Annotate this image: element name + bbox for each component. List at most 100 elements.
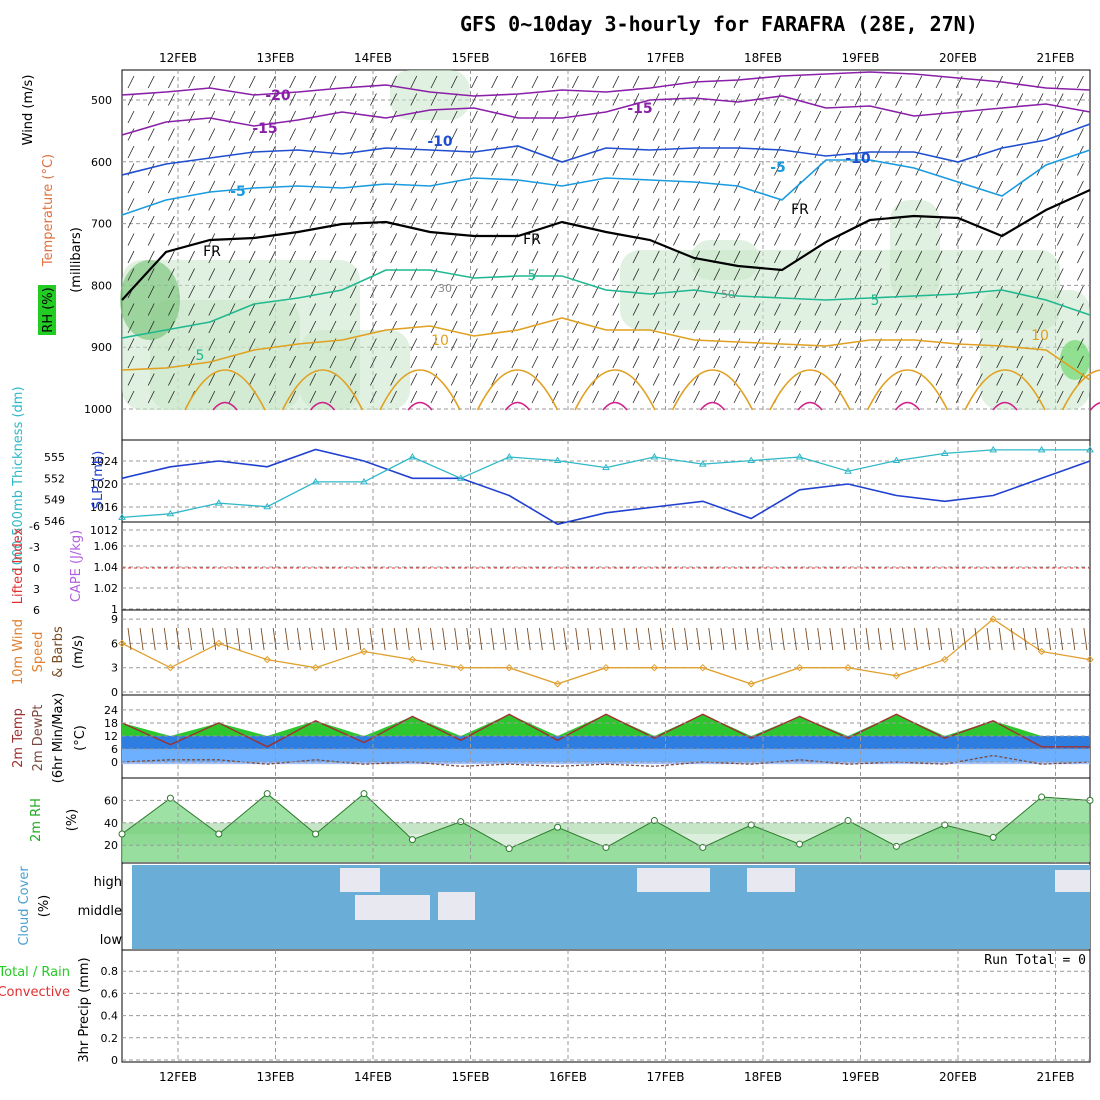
- wind-barb: [814, 75, 822, 89]
- wind-barb: [450, 250, 458, 264]
- precip-tick: 0.6: [101, 987, 119, 1000]
- wind-barb: [248, 268, 256, 281]
- wind-barb: [147, 128, 155, 141]
- date-label-bottom: 12FEB: [159, 1070, 197, 1084]
- isotherm-line: [121, 317, 1091, 381]
- wind-barb: [551, 250, 559, 264]
- wind-barb: [208, 198, 216, 211]
- wind-barb: [450, 338, 458, 351]
- label-cloud-units: (%): [37, 895, 52, 918]
- wind-barb: [572, 250, 579, 264]
- wind-barb: [551, 355, 559, 369]
- wind-barb: [794, 303, 801, 316]
- wind-barb: [632, 145, 640, 159]
- wind-barb: [511, 180, 519, 194]
- wind-barb: [632, 128, 640, 141]
- wind-barb-10m: [490, 627, 495, 651]
- rh-legend-swatch: [38, 285, 56, 335]
- wind-barb: [774, 250, 781, 264]
- cloud-block: [355, 895, 430, 920]
- thickness-marker: [892, 456, 901, 464]
- wind-barb: [168, 145, 175, 159]
- wind-barb: [814, 390, 822, 404]
- wind-barb: [450, 163, 458, 176]
- wind-barb: [774, 75, 781, 89]
- wind-barb: [309, 303, 317, 316]
- wind-barb: [895, 268, 902, 281]
- wind-barb: [511, 250, 519, 264]
- wind-barb: [370, 355, 377, 369]
- wind-barb: [349, 338, 357, 351]
- wind-barb: [269, 75, 276, 89]
- wind-barb-10m: [551, 627, 555, 651]
- wind-barb: [147, 110, 155, 124]
- wind-barb: [1056, 215, 1064, 229]
- wind-barb: [673, 390, 680, 404]
- rh-shading: [890, 200, 940, 300]
- wind-barb-10m: [381, 627, 386, 651]
- wind-barb: [834, 163, 842, 176]
- wind-barb: [693, 128, 700, 141]
- wind-barb: [572, 268, 579, 281]
- wind-barb: [955, 110, 963, 124]
- wind-barb: [632, 163, 640, 176]
- wind-speed-line: [121, 618, 1091, 685]
- wind-barb: [875, 198, 882, 211]
- rh-marker: [747, 821, 755, 829]
- label-cape: CAPE (J/kg): [69, 530, 84, 602]
- wind-tick: 6: [111, 637, 118, 650]
- wind-barb: [592, 180, 599, 194]
- wind-barb: [430, 93, 438, 106]
- wind-barb: [430, 250, 438, 264]
- wind-barb: [269, 163, 276, 176]
- wind-barb: [774, 198, 781, 211]
- wind-barb: [935, 128, 943, 141]
- wind-barb: [895, 355, 902, 369]
- wind-barb: [1056, 180, 1064, 194]
- wind-barb: [673, 180, 680, 194]
- wind-barb: [814, 93, 822, 106]
- cloud-block: [340, 868, 380, 892]
- wind-barb: [935, 285, 943, 299]
- wind-barb: [875, 233, 882, 246]
- li-tick: -3: [29, 541, 40, 554]
- wind-barb: [1077, 75, 1084, 89]
- wind-barb: [713, 355, 721, 369]
- wind-barb: [1077, 390, 1084, 404]
- wind-barb: [854, 390, 862, 404]
- wind-barb: [1016, 250, 1024, 264]
- wind-barb: [753, 233, 761, 246]
- wind-barb: [430, 338, 438, 351]
- wind-barb: [370, 93, 377, 106]
- wind-barb: [854, 268, 862, 281]
- wind-barb: [1056, 250, 1064, 264]
- wind-barb: [410, 390, 418, 404]
- wind-barb: [208, 390, 216, 404]
- wind-barb: [955, 285, 963, 299]
- wind-barb: [814, 355, 822, 369]
- wind-barb: [652, 145, 660, 159]
- wind-barb: [1077, 268, 1084, 281]
- wind-barb-10m: [684, 627, 689, 651]
- wind-barb: [289, 215, 296, 229]
- wind-barb: [531, 110, 539, 124]
- wind-barb-10m: [284, 627, 289, 651]
- wind-barb: [753, 338, 761, 351]
- wind-barb: [450, 75, 458, 89]
- wind-barb-10m: [151, 627, 156, 651]
- wind-barb: [915, 215, 923, 229]
- wind-barb: [814, 145, 822, 159]
- wind-barb: [188, 338, 195, 351]
- pressure-tick: 1000: [84, 403, 112, 416]
- wind-barb: [329, 355, 337, 369]
- wind-barb: [410, 285, 418, 299]
- wind-barb: [875, 93, 882, 106]
- wind-barb: [370, 373, 377, 386]
- wind-barb: [1056, 233, 1064, 246]
- wind-barb: [753, 128, 761, 141]
- wind-barb: [491, 390, 498, 404]
- wind-barb: [1016, 355, 1024, 369]
- thickness-marker: [118, 513, 126, 520]
- wind-barb-10m: [139, 627, 144, 651]
- wind-barb: [1077, 93, 1084, 106]
